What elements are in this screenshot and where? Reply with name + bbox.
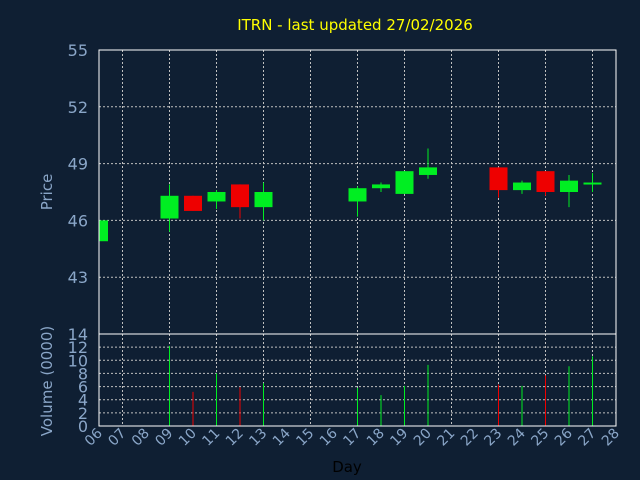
x-tick-label: 20 <box>411 426 435 450</box>
candle-body <box>372 184 390 189</box>
x-tick-label: 13 <box>246 426 270 450</box>
x-tick-label: 09 <box>152 426 176 450</box>
volume-tick-label: 14 <box>68 325 88 344</box>
volume-tick-label: 4 <box>78 391 88 410</box>
price-tick-label: 43 <box>68 268 88 287</box>
x-ticks: 06 07 08 09 10 11 12 13 14 15 16 17 18 19 20 21 22 23 24 25… <box>82 425 623 449</box>
chart-title: ITRN - last updated 27/02/2026 <box>237 16 473 34</box>
candle-body <box>536 171 555 192</box>
price-tick-label: 52 <box>68 98 88 117</box>
candle-body <box>560 180 578 192</box>
candle-body <box>395 171 414 194</box>
x-tick-label: 28 <box>599 426 623 450</box>
x-tick-label: 16 <box>317 425 341 449</box>
x-tick-label: 26 <box>552 425 576 449</box>
candle-body <box>583 182 602 185</box>
x-tick-label: 21 <box>434 426 458 450</box>
volume-axis-label: Volume (0000) <box>38 326 56 436</box>
candle-body <box>184 195 202 211</box>
x-tick-label: 07 <box>105 426 129 450</box>
x-tick-label: 22 <box>458 426 482 450</box>
volume-bars <box>169 345 593 426</box>
price-tick-label: 49 <box>68 155 88 174</box>
price-y-ticks: 55 52 49 46 43 <box>68 41 88 287</box>
x-tick-label: 18 <box>364 426 388 450</box>
price-tick-label: 46 <box>68 211 88 230</box>
x-tick-label: 25 <box>528 426 552 450</box>
x-tick-label: 08 <box>129 426 153 450</box>
x-tick-label: 11 <box>199 426 223 450</box>
candle-body <box>231 184 249 208</box>
volume-tick-label: 12 <box>68 338 88 357</box>
x-tick-label: 17 <box>340 426 364 450</box>
x-tick-label: 23 <box>481 426 505 450</box>
candle-body <box>99 220 108 242</box>
candle-body <box>419 167 437 175</box>
x-tick-label: 27 <box>575 426 599 450</box>
candle-body <box>254 192 273 208</box>
x-tick-label: 12 <box>223 426 247 450</box>
volume-tick-label: 6 <box>78 378 88 397</box>
candle-body <box>489 167 508 191</box>
candle-body <box>348 188 367 202</box>
x-tick-label: 19 <box>387 426 411 450</box>
x-axis-label: Day <box>332 458 362 476</box>
candle-body <box>160 195 179 219</box>
x-tick-label: 10 <box>176 426 200 450</box>
price-tick-label: 55 <box>68 41 88 60</box>
volume-tick-label: 10 <box>68 351 88 370</box>
volume-plot-frame <box>98 333 617 427</box>
price-axis-label: Price <box>38 174 56 211</box>
candles <box>98 148 602 242</box>
x-tick-label: 15 <box>293 426 317 450</box>
x-tick-label: 14 <box>270 425 294 449</box>
x-tick-label: 24 <box>505 425 529 449</box>
candle-body <box>513 182 531 191</box>
volume-tick-label: 8 <box>78 364 88 383</box>
candle-body <box>207 192 226 202</box>
volume-tick-label: 0 <box>78 417 88 436</box>
volume-tick-label: 2 <box>78 404 88 423</box>
